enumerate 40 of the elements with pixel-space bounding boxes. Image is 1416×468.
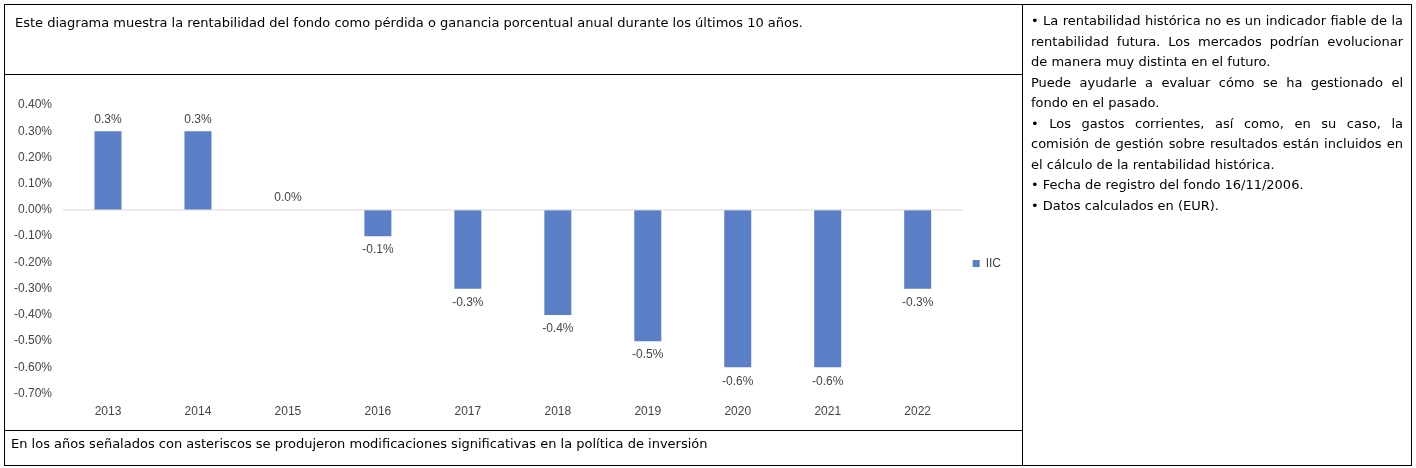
legend-label: IIC <box>985 255 1002 270</box>
text: • Datos calculados en (EUR). <box>1031 196 1220 215</box>
y-tick-label: -0.10% <box>13 228 53 243</box>
y-tick-label: -0.60% <box>13 359 53 374</box>
y-tick-label: -0.50% <box>13 333 53 348</box>
data-label: -0.6% <box>722 373 754 388</box>
x-tick-label: 2021 <box>814 404 842 419</box>
data-label: 0.0% <box>274 190 302 205</box>
data-label: -0.3% <box>452 294 484 309</box>
data-label: 0.3% <box>94 111 123 126</box>
x-tick-label: 2019 <box>634 404 662 419</box>
data-label: 0.3% <box>184 111 212 126</box>
chart-title: Este diagrama muestra la rentabilidad del fondo como pérdida o ganancia porcentual anual durante los últimos 10 años. <box>5 5 1022 75</box>
x-tick-label: 2016 <box>364 404 392 419</box>
data-label: -0.5% <box>632 347 664 362</box>
text: • Los gastos corrientes, así como, en su caso, la comisión de gestión sobre resultados están incluidos en el cálculo de la rentabilidad histórica. <box>1031 114 1403 174</box>
x-tick-label: 2014 <box>184 404 212 419</box>
y-tick-label: 0.30% <box>17 123 53 138</box>
x-tick-label: 2018 <box>544 404 572 419</box>
text: • La rentabilidad histórica no es un indicador fiable de la rentabilidad futura. Los mercados podrían evolucionar de manera muy distinta en el futuro. <box>1031 12 1403 71</box>
y-tick-label: -0.70% <box>13 385 53 400</box>
y-tick-label: 0.10% <box>17 176 53 191</box>
y-tick-label: 0.40% <box>17 97 53 112</box>
text: En los años señalados con asteriscos se produjeron modificaciones significativas en la política de inversión <box>10 435 709 453</box>
y-tick-label: -0.20% <box>13 254 53 269</box>
data-label: -0.6% <box>812 373 844 388</box>
y-tick-label: 0.20% <box>17 149 53 164</box>
data-label: -0.1% <box>362 242 394 257</box>
x-tick-label: 2022 <box>904 404 932 419</box>
text: • Fecha de registro del fondo 16/11/2006. <box>1031 176 1305 194</box>
data-label: -0.4% <box>542 321 574 336</box>
data-label: -0.3% <box>902 294 934 309</box>
x-tick-label: 2015 <box>274 404 302 419</box>
text: Puede ayudarle a evaluar cómo se ha gestionado el fondo en el pasado. <box>1031 73 1403 112</box>
y-tick-label: -0.30% <box>13 280 53 295</box>
y-tick-label: -0.40% <box>13 307 53 322</box>
y-tick-label: 0.00% <box>17 202 53 217</box>
x-tick-label: 2013 <box>94 404 122 419</box>
x-tick-label: 2020 <box>724 404 752 419</box>
x-tick-label: 2017 <box>454 404 482 419</box>
